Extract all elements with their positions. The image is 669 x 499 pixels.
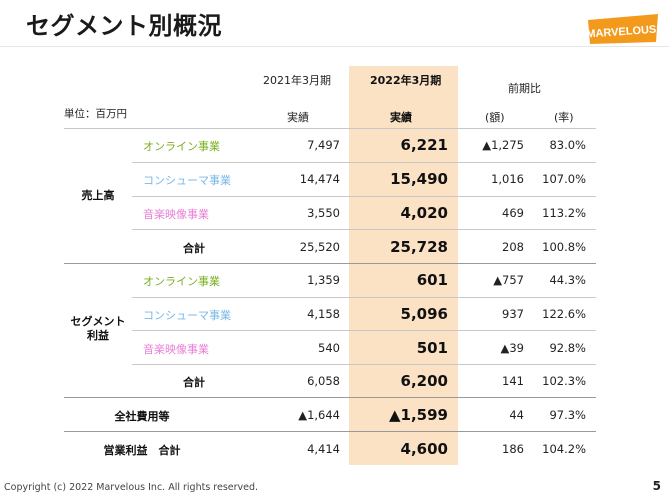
page-number: 5 — [652, 479, 661, 493]
cell-amount: 44 — [509, 408, 524, 422]
row-label-consumer: コンシューマ事業 — [143, 309, 231, 322]
unit-label: 単位：百万円 — [64, 108, 127, 120]
cell-amount: ▲39 — [500, 341, 524, 355]
cell-prev: 6,058 — [307, 374, 340, 388]
row-divider — [132, 330, 596, 331]
cell-prev: 3,550 — [307, 206, 340, 220]
header-yoy: 前期比 — [508, 82, 541, 95]
header-divider — [64, 128, 596, 129]
cell-rate: 104.2% — [542, 442, 586, 456]
cell-amount: 469 — [502, 206, 524, 220]
cell-curr: ▲1,599 — [389, 406, 448, 424]
cell-prev: ▲1,644 — [298, 408, 340, 422]
row-divider — [132, 229, 596, 230]
row-divider — [132, 196, 596, 197]
row-divider — [132, 162, 596, 163]
row-label-online: オンライン事業 — [143, 140, 220, 153]
row-divider — [64, 397, 596, 398]
header-curr-year: 2022年3月期 — [370, 74, 442, 87]
row-label-operating-profit: 営業利益 合計 — [103, 444, 181, 457]
cell-rate: 44.3% — [549, 273, 586, 287]
cell-curr: 6,200 — [400, 372, 448, 390]
cell-prev: 4,158 — [307, 307, 340, 321]
cell-curr: 25,728 — [390, 238, 448, 256]
row-divider — [64, 431, 596, 432]
row-label-online: オンライン事業 — [143, 275, 220, 288]
cell-prev: 25,520 — [299, 240, 340, 254]
cell-rate: 102.3% — [542, 374, 586, 388]
row-label-consumer: コンシューマ事業 — [143, 174, 231, 187]
cell-curr: 4,600 — [400, 440, 448, 458]
page-title: セグメント別概況 — [26, 12, 222, 40]
cell-rate: 92.8% — [549, 341, 586, 355]
cell-curr: 4,020 — [400, 204, 448, 222]
group-sales: 売上高 — [81, 189, 115, 202]
copyright-footer: Copyright (c) 2022 Marvelous Inc. All ri… — [4, 482, 259, 493]
marvelous-logo: MARVELOUS! — [586, 14, 660, 44]
header-prev-actual: 実績 — [287, 111, 309, 124]
cell-prev: 14,474 — [299, 172, 340, 186]
cell-rate: 122.6% — [542, 307, 586, 321]
cell-rate: 113.2% — [542, 206, 586, 220]
cell-rate: 83.0% — [549, 138, 586, 152]
cell-curr: 6,221 — [400, 136, 448, 154]
cell-amount: 208 — [502, 240, 524, 254]
cell-amount: 186 — [502, 442, 524, 456]
row-label-total: 合計 — [183, 242, 205, 255]
row-divider — [132, 364, 596, 365]
cell-curr: 601 — [416, 271, 448, 289]
cell-curr: 15,490 — [390, 170, 448, 188]
cell-prev: 4,414 — [307, 442, 340, 456]
cell-amount: 1,016 — [491, 172, 524, 186]
group-segment-profit: セグメント 利益 — [70, 315, 126, 342]
header-prev-year: 2021年3月期 — [263, 74, 331, 87]
header-rate: (率) — [554, 111, 574, 124]
row-divider — [64, 263, 596, 264]
cell-curr: 5,096 — [400, 305, 448, 323]
cell-rate: 97.3% — [549, 408, 586, 422]
cell-amount: ▲1,275 — [482, 138, 524, 152]
cell-rate: 100.8% — [542, 240, 586, 254]
header-curr-actual: 実績 — [390, 111, 412, 124]
row-label-total: 合計 — [183, 376, 205, 389]
current-year-highlight — [349, 66, 458, 465]
row-label-music: 音楽映像事業 — [143, 343, 209, 356]
row-divider — [132, 297, 596, 298]
cell-prev: 7,497 — [307, 138, 340, 152]
cell-prev: 1,359 — [307, 273, 340, 287]
cell-prev: 540 — [318, 341, 340, 355]
row-label-music: 音楽映像事業 — [143, 208, 209, 221]
svg-text:MARVELOUS!: MARVELOUS! — [586, 23, 660, 40]
cell-curr: 501 — [416, 339, 448, 357]
cell-rate: 107.0% — [542, 172, 586, 186]
header-amount: (額) — [485, 111, 505, 124]
cell-amount: 141 — [502, 374, 524, 388]
title-divider — [0, 46, 669, 47]
cell-amount: 937 — [502, 307, 524, 321]
cell-amount: ▲757 — [493, 273, 524, 287]
row-label-corporate-expenses: 全社費用等 — [114, 410, 170, 423]
